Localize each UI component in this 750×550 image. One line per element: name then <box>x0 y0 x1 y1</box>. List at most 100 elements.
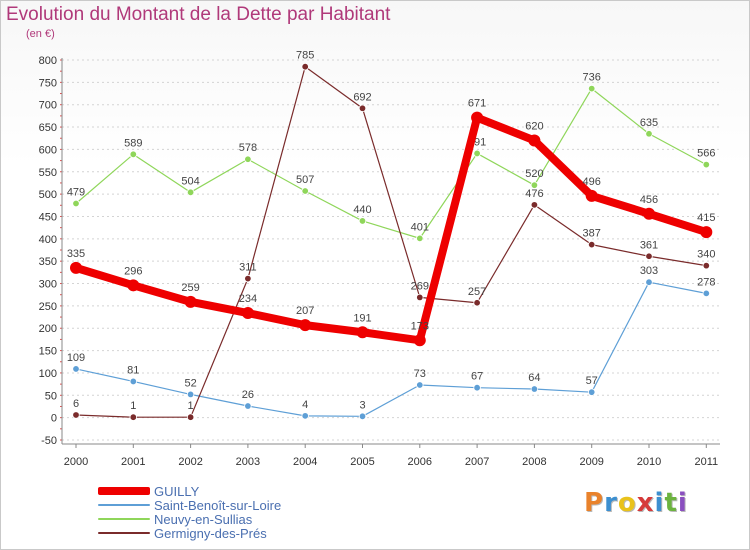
data-label: 278 <box>697 276 715 288</box>
data-label: 57 <box>586 375 598 387</box>
y-tick-label: 700 <box>39 100 57 112</box>
y-tick-label: -50 <box>41 435 57 447</box>
data-label: 173 <box>411 320 429 332</box>
data-point <box>588 388 596 396</box>
data-label: 303 <box>640 265 658 277</box>
data-label: 476 <box>525 188 543 200</box>
data-label: 52 <box>184 377 196 389</box>
data-label: 340 <box>697 249 715 261</box>
data-point <box>299 319 312 332</box>
chart-subtitle: (en €) <box>26 28 55 40</box>
data-point <box>413 334 426 347</box>
data-point <box>473 149 481 158</box>
data-label: 26 <box>242 389 254 401</box>
data-label: 415 <box>697 212 715 224</box>
y-tick-label: 450 <box>39 211 57 223</box>
legend-label: GUILLY <box>154 483 200 499</box>
data-label: 671 <box>468 98 486 110</box>
data-label: 81 <box>127 364 139 376</box>
data-point <box>702 261 710 270</box>
data-point <box>244 274 252 283</box>
data-label: 207 <box>296 305 314 317</box>
data-label: 504 <box>181 175 199 187</box>
data-point <box>244 402 252 410</box>
data-label: 387 <box>583 228 601 240</box>
series-line <box>75 66 707 418</box>
y-tick-label: 800 <box>39 55 57 67</box>
x-tick-label: 2005 <box>350 456 374 468</box>
data-label: 620 <box>525 120 543 132</box>
data-point <box>72 199 80 208</box>
data-point <box>184 295 197 308</box>
data-label: 257 <box>468 286 486 298</box>
y-tick-label: 350 <box>39 256 57 268</box>
y-tick-label: 500 <box>39 189 57 201</box>
data-label: 566 <box>697 148 715 160</box>
data-point <box>129 413 137 421</box>
logo-letter: P <box>584 488 605 518</box>
y-tick-label: 200 <box>39 323 57 335</box>
x-tick-label: 2010 <box>637 456 661 468</box>
legend-item: Neuvy-en-Sullias <box>98 511 281 527</box>
y-tick-label: 400 <box>39 234 57 246</box>
data-point <box>358 104 367 112</box>
data-label: 64 <box>528 372 540 384</box>
x-tick-label: 2007 <box>465 456 489 468</box>
data-point <box>416 293 424 302</box>
data-label: 259 <box>181 282 199 294</box>
data-label: 456 <box>640 194 658 206</box>
legend-swatch-saint-benoit <box>98 504 150 506</box>
data-point <box>72 411 80 419</box>
data-label: 496 <box>583 176 601 188</box>
legend-swatch-neuvy <box>98 518 150 520</box>
data-point <box>530 385 539 393</box>
y-tick-label: 50 <box>45 390 57 402</box>
data-label: 520 <box>525 168 543 180</box>
y-tick-label: 600 <box>39 144 57 156</box>
data-point <box>416 381 424 389</box>
data-point <box>358 412 367 421</box>
data-point <box>186 188 195 197</box>
data-point <box>70 261 82 274</box>
data-point <box>241 307 254 320</box>
data-point <box>645 278 653 286</box>
legend-item: GUILLY <box>98 483 281 499</box>
data-label: 191 <box>353 312 371 324</box>
legend-label: Neuvy-en-Sullias <box>154 511 253 527</box>
series-line <box>75 88 707 239</box>
data-point <box>301 412 309 420</box>
y-tick-label: 100 <box>39 368 57 380</box>
data-label: 736 <box>583 72 601 84</box>
data-label: 4 <box>302 399 308 411</box>
logo-letter: x <box>636 488 655 518</box>
legend-item: Germigny-des-Prés <box>98 526 281 541</box>
data-label: 507 <box>296 174 314 186</box>
logo-letter: r <box>604 488 618 518</box>
series-line <box>74 113 708 345</box>
chart-title: Evolution du Montant de la Dette par Hab… <box>6 4 391 25</box>
data-point <box>528 134 541 147</box>
data-label: 296 <box>124 265 142 277</box>
data-label: 1 <box>188 400 194 412</box>
data-point <box>129 150 137 159</box>
data-label: 401 <box>411 221 429 233</box>
data-point <box>471 111 484 124</box>
data-label: 361 <box>640 239 658 251</box>
data-point <box>244 155 252 163</box>
data-point <box>473 299 481 307</box>
x-tick-label: 2006 <box>408 456 432 468</box>
y-tick-label: 550 <box>39 167 57 179</box>
data-label: 109 <box>67 352 85 364</box>
y-tick-label: 650 <box>39 122 57 134</box>
data-label: 1 <box>130 400 136 412</box>
data-label: 440 <box>353 204 371 216</box>
y-tick-label: 150 <box>39 346 57 358</box>
data-label: 578 <box>239 142 257 154</box>
legend-swatch-guilly <box>98 487 150 495</box>
data-label: 3 <box>359 399 365 411</box>
x-tick-label: 2002 <box>178 456 202 468</box>
data-point <box>530 181 539 189</box>
data-label: 269 <box>411 280 429 292</box>
data-point <box>72 365 80 373</box>
